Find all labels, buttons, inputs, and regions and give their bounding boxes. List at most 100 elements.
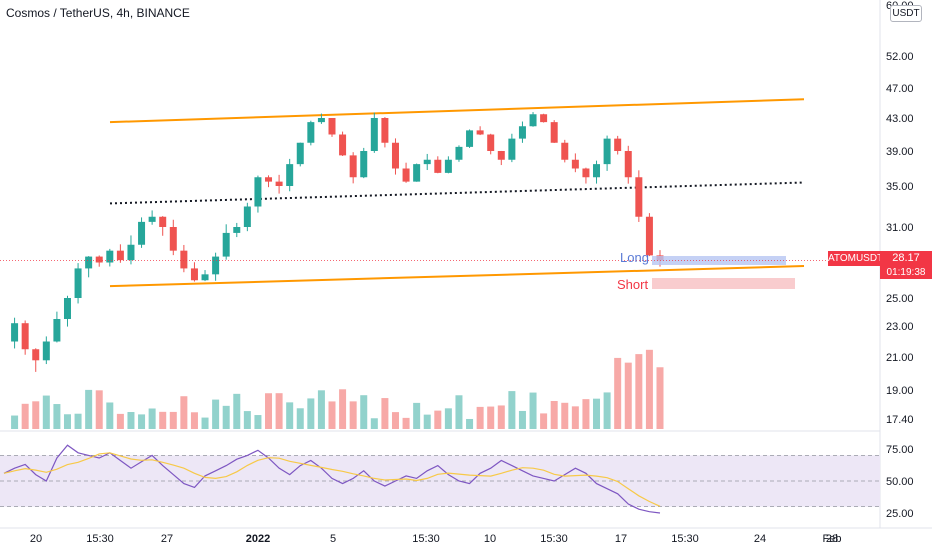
time-tick-label: 28	[826, 533, 838, 545]
price-tick-label: 31.00	[886, 222, 914, 234]
rsi-tick-label: 75.00	[886, 444, 914, 456]
candle-body	[381, 118, 389, 143]
currency-button[interactable]: USDT	[890, 5, 922, 22]
candle-body	[402, 168, 410, 182]
short-position-label[interactable]: Short	[617, 277, 649, 292]
time-tick-label: 17	[615, 533, 627, 545]
time-tick-label: 15:30	[412, 533, 440, 545]
volume-bar	[317, 390, 325, 429]
volume-bar	[53, 404, 61, 429]
volume-bar	[339, 389, 347, 429]
symbol-title: Cosmos / TetherUS, 4h, BINANCE	[6, 6, 190, 20]
candle-body	[391, 142, 399, 169]
candle-body	[561, 142, 569, 160]
volume-bar	[307, 398, 315, 429]
rsi-band	[0, 455, 880, 507]
candle-body	[466, 130, 474, 147]
volume-bar	[571, 406, 579, 429]
candle-body	[529, 114, 537, 127]
time-tick-label: 27	[161, 533, 173, 545]
volume-bar	[95, 390, 103, 429]
candle-body	[275, 181, 283, 186]
price-tick-label: 35.00	[886, 181, 914, 193]
rsi-tick-label: 25.00	[886, 508, 914, 520]
candle-body	[593, 164, 601, 178]
volume-bar	[518, 410, 526, 429]
candle-body	[265, 177, 273, 182]
candle-body	[360, 151, 368, 178]
volume-bar	[402, 417, 410, 429]
time-tick-label: 20	[30, 533, 42, 545]
rsi-ma-line	[3, 452, 661, 507]
volume-bar	[413, 402, 421, 429]
time-tick-label: 24	[754, 533, 766, 545]
symbol-price-badge: ATOMUSDT	[828, 251, 884, 266]
candle-body	[508, 138, 516, 160]
volume-bar	[74, 413, 82, 429]
volume-bar	[254, 415, 262, 429]
candle-body	[138, 221, 146, 245]
volume-bar	[286, 402, 294, 429]
volume-bar	[180, 396, 188, 429]
volume-bar	[169, 411, 177, 429]
time-tick-label: Feb	[823, 533, 842, 545]
candle-body	[370, 118, 378, 151]
time-tick-label: 5	[330, 533, 336, 545]
candle-body	[32, 349, 40, 361]
volume-bar	[159, 411, 167, 429]
time-tick-label: 15:30	[671, 533, 699, 545]
volume-bar	[222, 405, 230, 429]
volume-bar	[148, 408, 156, 429]
volume-bar	[42, 395, 50, 429]
candle-body	[497, 151, 505, 160]
volume-bar	[529, 392, 537, 429]
candle-body	[190, 268, 198, 281]
volume-bar	[497, 405, 505, 429]
candle-body	[63, 298, 71, 319]
volume-bar	[614, 357, 622, 429]
volume-bar	[85, 389, 93, 429]
volume-bar	[190, 412, 198, 429]
candle-body	[148, 216, 156, 222]
volume-bar	[296, 408, 304, 429]
volume-bar	[434, 410, 442, 429]
candle-body	[328, 118, 336, 135]
volume-bar	[487, 406, 495, 429]
candle-body	[518, 126, 526, 139]
candle-body	[476, 130, 484, 135]
candle-body	[624, 151, 632, 178]
volume-bar	[582, 399, 590, 429]
volume-bar	[466, 418, 474, 429]
lower-channel-line	[109, 265, 805, 288]
candle-body	[540, 114, 548, 123]
candle-body	[159, 216, 167, 227]
rsi-line	[3, 444, 661, 514]
candle-body	[582, 168, 590, 178]
time-tick-label: 15:30	[86, 533, 114, 545]
price-tick-label: 23.00	[886, 321, 914, 333]
candle-body	[571, 159, 579, 169]
candle-body	[434, 159, 442, 173]
volume-bar	[635, 354, 643, 429]
volume-bar	[391, 412, 399, 429]
time-tick-label: 15:30	[540, 533, 568, 545]
candle-body	[42, 341, 50, 361]
candle-body	[645, 216, 653, 256]
volume-bar	[656, 367, 664, 429]
volume-bar	[275, 393, 283, 429]
price-tick-label: 25.00	[886, 293, 914, 305]
candle-body	[455, 146, 463, 160]
volume-bar	[423, 414, 431, 429]
volume-bar	[349, 401, 357, 429]
long-position-label[interactable]: Long	[620, 250, 649, 265]
volume-bar	[212, 399, 220, 429]
candle-body	[635, 177, 643, 217]
candle-body	[317, 118, 325, 123]
price-tick-label: 43.00	[886, 113, 914, 125]
candle-body	[180, 250, 188, 269]
candle-body	[169, 227, 177, 251]
price-tick-label: 52.00	[886, 51, 914, 63]
volume-bar	[106, 402, 114, 429]
price-tick-label: 47.00	[886, 83, 914, 95]
